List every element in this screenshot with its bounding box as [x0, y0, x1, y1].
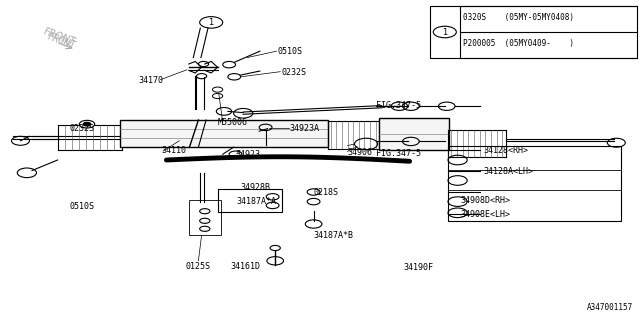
- Text: 34190F: 34190F: [403, 263, 433, 272]
- Circle shape: [266, 202, 279, 209]
- Circle shape: [200, 209, 210, 214]
- Text: 34110: 34110: [161, 146, 186, 155]
- Circle shape: [228, 74, 241, 80]
- Bar: [189, 200, 221, 235]
- Text: 34928B: 34928B: [240, 183, 270, 192]
- Text: 34906: 34906: [348, 148, 372, 156]
- Bar: [379, 118, 449, 150]
- Text: 34187A*A: 34187A*A: [237, 197, 277, 206]
- Text: 34908D<RH>: 34908D<RH>: [461, 196, 511, 204]
- Circle shape: [270, 245, 280, 251]
- Text: 34128A<LH>: 34128A<LH>: [483, 167, 533, 176]
- Text: 0510S: 0510S: [277, 47, 302, 56]
- Circle shape: [266, 194, 279, 200]
- Text: 34161D: 34161D: [230, 262, 260, 271]
- Text: 0320S    (05MY-05MY0408): 0320S (05MY-05MY0408): [463, 13, 574, 22]
- Text: P200005  (05MY0409-    ): P200005 (05MY0409- ): [463, 39, 574, 48]
- Text: 34923A: 34923A: [289, 124, 319, 133]
- Circle shape: [223, 61, 236, 68]
- Text: 0232S: 0232S: [282, 68, 307, 76]
- Text: 1: 1: [442, 28, 447, 36]
- Circle shape: [198, 61, 209, 67]
- Bar: [218, 189, 282, 212]
- Text: M55006: M55006: [218, 118, 248, 127]
- Bar: [120, 120, 328, 147]
- Text: 0125S: 0125S: [186, 262, 211, 271]
- Circle shape: [200, 218, 210, 223]
- Circle shape: [212, 87, 223, 92]
- Circle shape: [212, 93, 223, 99]
- Text: A347001157: A347001157: [588, 303, 634, 312]
- Text: 34170: 34170: [138, 76, 163, 84]
- Circle shape: [79, 120, 95, 128]
- Text: 0218S: 0218S: [314, 188, 339, 197]
- Text: FIG.347-5: FIG.347-5: [376, 149, 421, 158]
- Circle shape: [196, 74, 207, 79]
- Circle shape: [83, 122, 91, 126]
- Text: FRONT: FRONT: [42, 27, 76, 47]
- Bar: [448, 146, 621, 221]
- Circle shape: [307, 198, 320, 205]
- Text: FRONT: FRONT: [46, 32, 77, 51]
- Text: 34923: 34923: [236, 150, 260, 159]
- Text: 34187A*B: 34187A*B: [314, 231, 354, 240]
- Bar: [430, 6, 637, 58]
- Text: 1: 1: [209, 18, 214, 27]
- Circle shape: [307, 189, 320, 195]
- Text: FIG.347-5: FIG.347-5: [376, 101, 421, 110]
- Text: 0510S: 0510S: [69, 202, 94, 211]
- Circle shape: [200, 226, 210, 231]
- Text: 34128<RH>: 34128<RH>: [483, 146, 528, 155]
- Text: 0232S: 0232S: [69, 124, 94, 133]
- Text: 34908E<LH>: 34908E<LH>: [461, 210, 511, 219]
